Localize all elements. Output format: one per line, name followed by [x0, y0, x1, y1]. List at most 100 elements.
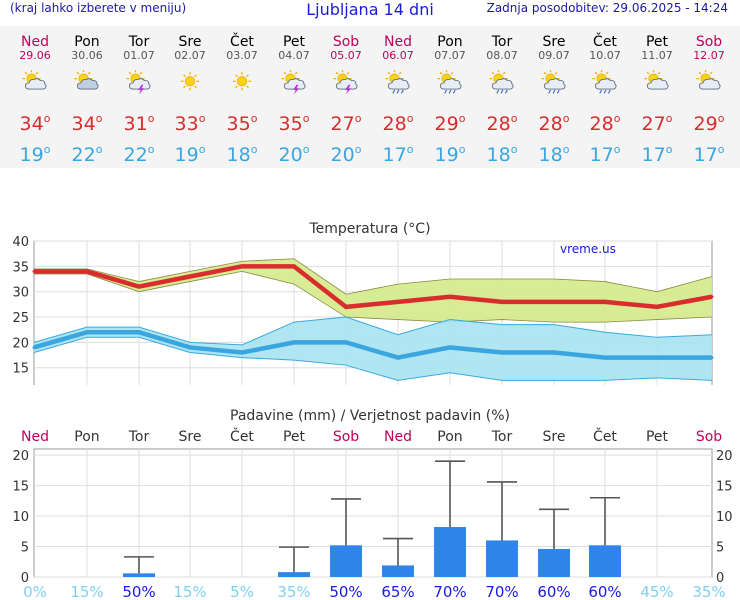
max-temperature: 27o: [641, 112, 673, 135]
y-tick-label-left: 5: [21, 541, 29, 556]
min-temp-point: [188, 345, 192, 349]
day-label: Pon: [437, 429, 462, 445]
cloud-sun-icon: [74, 70, 99, 90]
day-label: Sob: [696, 429, 722, 445]
y-tick-label: 15: [12, 362, 29, 377]
day-column: Tor 08.07 28o 18o: [476, 26, 528, 166]
day-label: Čet: [230, 427, 254, 445]
min-temperature: 18o: [226, 143, 258, 166]
day-label: Pon: [74, 429, 99, 445]
day-column: Pon 07.07 29o 19o: [424, 26, 476, 166]
max-temp-point: [552, 300, 556, 304]
day-date: 08.07: [486, 49, 518, 62]
location-menu-hint[interactable]: (kraj lahko izberete v meniju): [10, 1, 187, 15]
min-temp-band-upper: [33, 316, 713, 346]
page-title: Ljubljana 14 dni: [306, 0, 434, 19]
max-temp-point: [137, 285, 141, 289]
precip-bar: [434, 527, 466, 577]
max-temp-point: [500, 300, 504, 304]
y-tick-label-left: 20: [12, 449, 29, 464]
day-name: Pon: [74, 34, 100, 50]
precip-probability: 35%: [692, 583, 725, 600]
precip-probability: 70%: [433, 583, 466, 600]
max-temperature: 33o: [174, 112, 206, 135]
day-name: Pet: [645, 34, 669, 50]
precip-probability: 60%: [588, 583, 621, 600]
precip-bar: [330, 545, 362, 577]
sun-cloud-rain-icon: [541, 70, 566, 94]
y-tick-label: 35: [12, 260, 29, 275]
min-temperature: 19o: [434, 143, 466, 166]
chart-title: Temperatura (°C): [308, 221, 430, 237]
precip-probability: 60%: [537, 583, 570, 600]
sun-cloud-rain-icon: [592, 70, 617, 94]
min-temperature: 19o: [19, 143, 51, 166]
precip-probability: 50%: [122, 583, 155, 600]
min-temperature: 22o: [123, 143, 155, 166]
min-temp-point: [32, 345, 36, 349]
sun-icon: [180, 72, 200, 91]
precip-probability: 35%: [277, 583, 310, 600]
y-tick-label: 25: [12, 311, 29, 326]
y-tick-label: 40: [12, 235, 29, 250]
day-name: Ned: [384, 34, 412, 50]
min-temp-point: [85, 330, 89, 334]
header-bar: (kraj lahko izberete v meniju) Ljubljana…: [0, 0, 740, 22]
forecast-panel: Ned 29.06 34o 19o Pon 30.06 34o 22o Tor 01.07 31o 2…: [0, 26, 740, 168]
min-temp-point: [710, 356, 714, 360]
max-temperature: 31o: [123, 112, 155, 135]
min-temp-band-lower: [33, 336, 713, 381]
day-name: Sre: [178, 34, 202, 50]
sun-cloud-lightning-icon: [333, 70, 358, 95]
day-name: Sob: [695, 34, 723, 50]
max-temp-point: [240, 264, 244, 268]
day-date: 05.07: [330, 49, 362, 62]
precip-bar: [589, 545, 621, 577]
temperature-chart: Temperatura (°C) 15 20 25 30 35 40 vreme.us: [12, 221, 714, 385]
precip-probability: 45%: [640, 583, 673, 600]
max-temp-point: [655, 305, 659, 309]
precipitation-chart: Padavine (mm) / Verjetnost padavin (%) Ne…: [12, 408, 733, 600]
min-temp-point: [603, 356, 607, 360]
chart-title: Padavine (mm) / Verjetnost padavin (%): [230, 408, 510, 424]
day-date: 11.07: [641, 49, 673, 62]
min-temperature: 17o: [382, 143, 414, 166]
day-column: Čet 10.07 28o 17o: [579, 26, 631, 166]
day-column: Pet 11.07 27o 17o: [631, 26, 683, 166]
max-temp-point: [188, 274, 192, 278]
day-name: Tor: [128, 34, 150, 50]
day-name: Tor: [491, 34, 513, 50]
min-temperature: 18o: [538, 143, 570, 166]
day-label: Ned: [21, 429, 49, 445]
min-temperature: 19o: [174, 143, 206, 166]
day-column: Ned 06.07 28o 17o: [372, 26, 424, 166]
day-date: 03.07: [226, 49, 258, 62]
day-name: Čet: [593, 34, 617, 50]
day-name: Pet: [282, 34, 306, 50]
y-tick-label-right: 20: [716, 449, 733, 464]
y-tick-label: 20: [12, 336, 29, 351]
day-label: Sob: [333, 429, 359, 445]
min-temp-point: [448, 345, 452, 349]
precip-bar: [486, 540, 518, 577]
day-name: Pon: [437, 34, 463, 50]
last-update-text: Zadnja posodobitev: 29.06.2025 - 14:24: [486, 1, 728, 15]
min-temp-point: [292, 340, 296, 344]
y-tick-label-left: 15: [12, 480, 29, 495]
max-temp-point: [292, 264, 296, 268]
max-temperature: 28o: [589, 112, 621, 135]
sun-cloud-icon: [644, 70, 669, 90]
day-column: Sre 02.07 33o 19o: [164, 26, 216, 166]
min-temperature: 18o: [486, 143, 518, 166]
precip-bar: [538, 548, 570, 577]
max-temperature: 34o: [71, 112, 103, 135]
precip-bar: [278, 572, 310, 577]
min-temperature: 20o: [278, 143, 310, 166]
y-tick-label-left: 0: [21, 571, 29, 586]
max-temp-point: [32, 269, 36, 273]
max-temperature: 28o: [538, 112, 570, 135]
precip-probability: 15%: [173, 583, 206, 600]
max-temperature: 28o: [382, 112, 414, 135]
precip-bar: [382, 565, 414, 577]
day-date: 06.07: [382, 49, 414, 62]
